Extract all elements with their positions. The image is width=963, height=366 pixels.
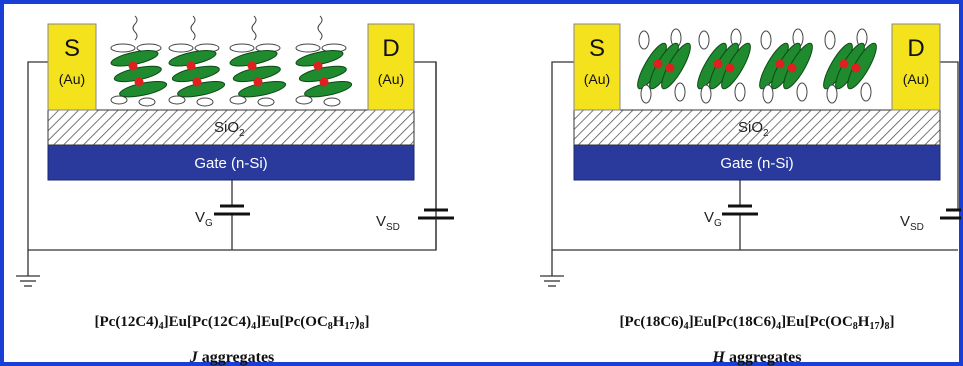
vsd-label: VSD xyxy=(900,213,924,233)
vg-label: VG xyxy=(704,209,722,229)
molecule-stack xyxy=(697,28,751,104)
vsd-label: VSD xyxy=(376,213,400,233)
dielectric-label: SiO2 xyxy=(738,119,769,139)
drain-material: (Au) xyxy=(378,71,404,87)
source-material: (Au) xyxy=(59,71,85,87)
source-electrode xyxy=(573,23,621,111)
molecule-stack xyxy=(110,15,168,107)
source-electrode xyxy=(47,23,97,111)
molecule-stack xyxy=(637,28,691,104)
drain-electrode xyxy=(367,23,415,111)
drain-material: (Au) xyxy=(903,71,929,87)
dielectric-layer xyxy=(47,109,415,146)
gate-label: Gate (n-Si) xyxy=(720,155,793,172)
drain-letter: D xyxy=(907,35,924,62)
vsd-battery xyxy=(418,208,454,250)
gate-label: Gate (n-Si) xyxy=(194,155,267,172)
vg-battery xyxy=(722,204,758,216)
molecule-stack xyxy=(295,15,353,107)
source-letter: S xyxy=(64,35,80,62)
drain-letter: D xyxy=(382,35,399,62)
vg-battery xyxy=(214,204,250,216)
dielectric-label: SiO2 xyxy=(214,119,245,139)
panel-h-aggregates: VG VSD Gate (n-Si) SiO2 S (Au) D (Au) xyxy=(540,23,961,366)
source-letter: S xyxy=(589,35,605,62)
molecule-stack xyxy=(759,28,813,104)
aggregate-type-label: H aggregates xyxy=(711,349,801,366)
dielectric-layer xyxy=(573,109,941,146)
source-material: (Au) xyxy=(584,71,610,87)
formula-label: [Pc(18C6)4]Eu[Pc(18C6)4]Eu[Pc(OC8H17)8] xyxy=(620,314,895,332)
ground-symbol xyxy=(16,250,40,287)
molecule-stack xyxy=(823,28,877,104)
molecule-stack xyxy=(168,15,226,107)
circuit-wires xyxy=(551,61,959,251)
gate-layer xyxy=(47,144,415,181)
gate-layer xyxy=(573,144,941,181)
panel-j-aggregates: VG VSD Gate (n-Si) SiO2 S (Au) D (Au) xyxy=(16,15,454,366)
vg-label: VG xyxy=(195,209,213,229)
aggregate-type-label: J aggregates xyxy=(189,349,275,366)
ground-symbol xyxy=(540,250,564,287)
molecule-stack xyxy=(229,15,287,107)
vsd-battery xyxy=(940,208,961,220)
circuit-wires xyxy=(27,61,437,251)
formula-label: [Pc(12C4)4]Eu[Pc(12C4)4]Eu[Pc(OC8H17)8] xyxy=(95,314,370,332)
h-aggregate-molecules xyxy=(637,28,877,104)
drain-electrode xyxy=(891,23,941,111)
j-aggregate-molecules xyxy=(110,15,353,107)
